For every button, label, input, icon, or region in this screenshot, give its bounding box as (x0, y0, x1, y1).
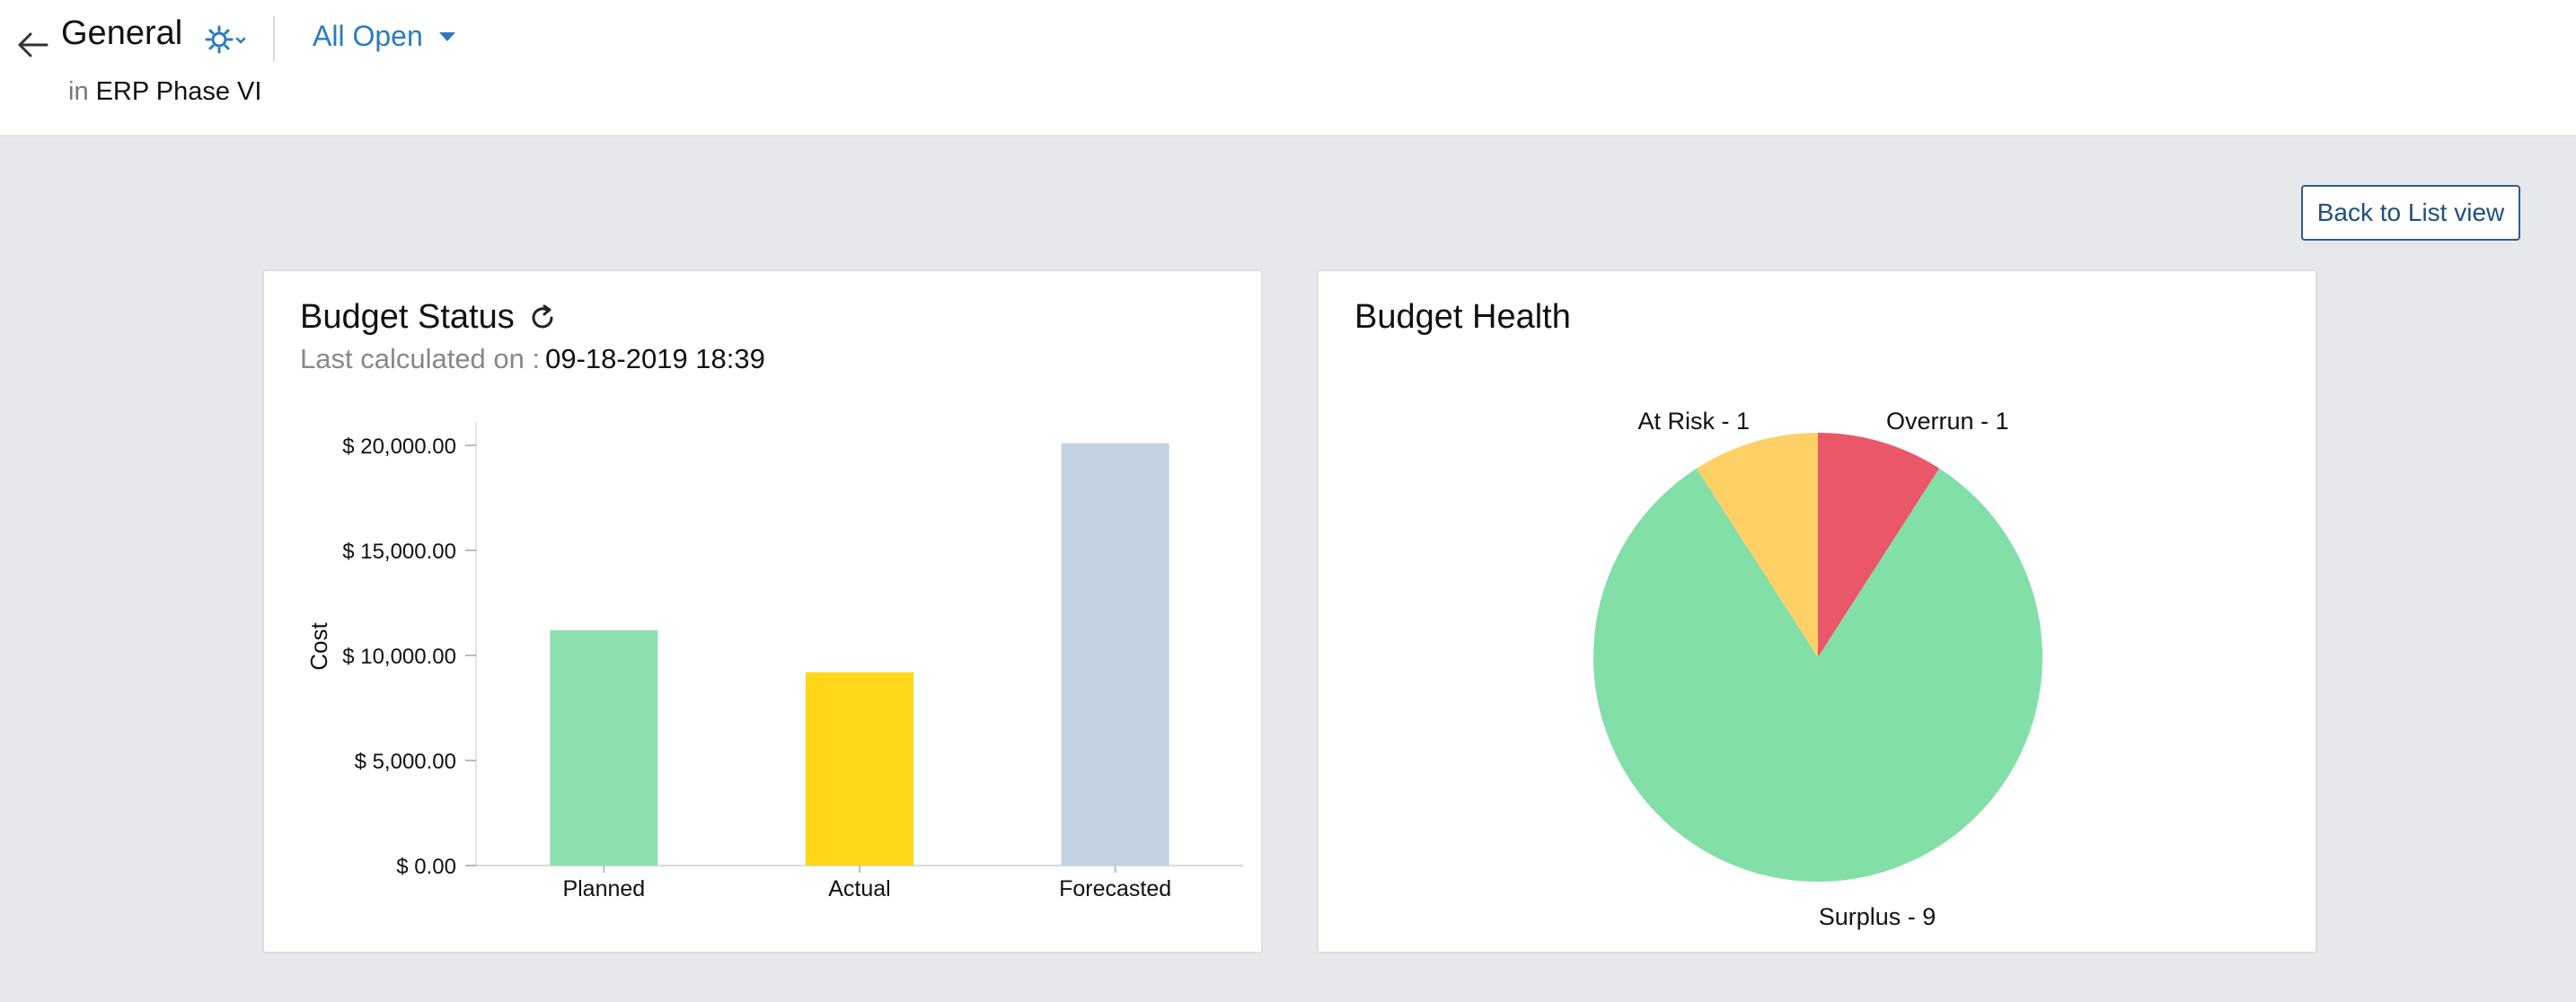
budget-status-title-row: Budget Status (300, 298, 558, 337)
page-title: General (61, 14, 183, 52)
budget-health-card: Budget Health Overrun - 1 Surplus - 9 At R… (1317, 269, 2317, 954)
bar-forecasted[interactable] (1061, 443, 1169, 866)
arrow-left-icon[interactable] (13, 25, 52, 61)
y-tick-label: $ 5,000.00 (355, 750, 456, 774)
bar-actual[interactable] (806, 672, 913, 866)
budget-health-pie-chart: Overrun - 1 Surplus - 9 At Risk - 1 (1593, 408, 2042, 930)
pie-slice-overrun[interactable] (1818, 433, 1940, 657)
budget-status-bar-chart: $ 0.00 $ 5,000.00 $ 10,000.00 $ 15,000.00 $ … (305, 422, 1243, 901)
view-filter-label: All Open (313, 20, 423, 52)
project-name: ERP Phase VI (95, 77, 262, 106)
pie-label: Overrun - 1 (1886, 408, 2009, 435)
view-filter-dropdown[interactable]: All Open (313, 20, 455, 53)
y-axis-label: Cost (305, 621, 332, 670)
back-to-list-button[interactable]: Back to List view (2301, 185, 2520, 241)
pie-label: Surplus - 9 (1819, 903, 1936, 930)
gear-icon[interactable] (203, 23, 248, 54)
budget-health-title-row: Budget Health (1354, 298, 1571, 337)
y-tick-label: $ 0.00 (396, 855, 456, 879)
pie-slice-at-risk[interactable] (1696, 433, 1818, 657)
refresh-icon[interactable] (527, 303, 558, 333)
y-tick-label: $ 20,000.00 (342, 435, 456, 459)
last-calculated-value: 09-18-2019 18:39 (545, 343, 765, 374)
last-calculated-label: Last calculated on : (300, 343, 541, 374)
pie-slice-surplus[interactable] (1593, 468, 2042, 883)
budget-status-title: Budget Status (300, 298, 515, 336)
caret-down-icon (438, 31, 455, 41)
pie-label: At Risk - 1 (1637, 408, 1750, 435)
last-calculated: Last calculated on :09-18-2019 18:39 (300, 343, 765, 375)
view-header: General All Open in ERP Phase VI (0, 0, 2576, 136)
budget-status-card: Budget Status Last calculated on :09-18-… (262, 269, 1263, 954)
project-prefix: in (68, 77, 89, 106)
x-tick-label: Planned (562, 876, 645, 901)
breadcrumb: in ERP Phase VI (68, 77, 261, 107)
header-divider (273, 16, 275, 61)
bar-planned[interactable] (550, 629, 658, 866)
y-tick-label: $ 10,000.00 (342, 645, 456, 669)
x-tick-label: Actual (828, 876, 890, 901)
budget-health-title: Budget Health (1354, 298, 1571, 336)
y-tick-label: $ 15,000.00 (342, 540, 456, 564)
x-tick-label: Forecasted (1059, 876, 1171, 901)
